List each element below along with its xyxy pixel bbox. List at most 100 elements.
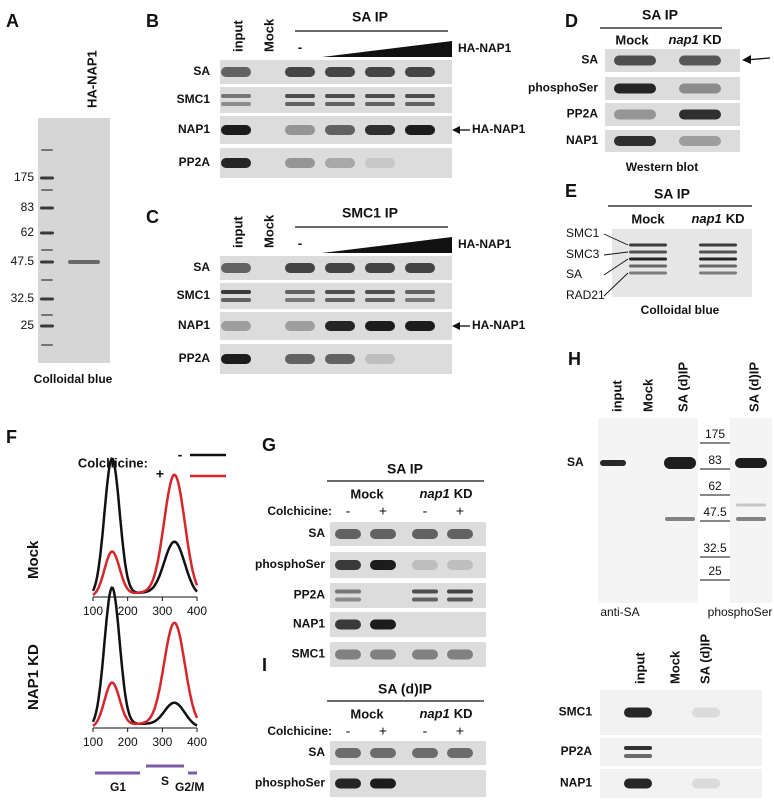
blot-strip <box>605 130 740 152</box>
leader <box>603 251 629 256</box>
panel-letter: B <box>146 11 159 31</box>
marker-label: 47.5 <box>11 254 35 268</box>
band <box>614 109 656 120</box>
kd-suffix: KD <box>703 32 722 47</box>
blot-strip <box>730 418 772 603</box>
band <box>699 271 737 275</box>
band <box>412 748 438 758</box>
band <box>285 158 315 168</box>
marker-band <box>41 314 53 316</box>
leader <box>603 258 629 276</box>
band <box>285 298 315 302</box>
marker-band <box>40 324 54 328</box>
band <box>325 354 355 364</box>
band <box>365 263 395 273</box>
band <box>405 321 435 331</box>
panel-title: SMC1 IP <box>342 205 398 221</box>
lane-label: - <box>298 39 302 54</box>
band <box>365 102 395 106</box>
panel-letter: H <box>568 349 581 369</box>
band <box>285 67 315 77</box>
histogram-curve <box>91 457 198 594</box>
panel-title: SA IP <box>654 186 690 202</box>
band <box>447 748 473 758</box>
phase-label: S <box>161 774 169 788</box>
marker-band <box>40 231 54 235</box>
gel <box>38 118 110 363</box>
sign-label: + <box>456 503 464 519</box>
panel-title: SA IP <box>352 9 388 25</box>
band <box>221 354 251 364</box>
band <box>285 125 315 135</box>
row-label: NAP1 <box>178 318 210 332</box>
treatment-label: Colchicine: <box>267 504 332 518</box>
lane-label: Mock <box>350 706 384 721</box>
marker-label: 32.5 <box>703 541 727 555</box>
kd-gene: nap1 <box>419 486 449 501</box>
marker-band <box>41 344 53 346</box>
band <box>679 83 721 94</box>
legend-label: + <box>156 466 164 482</box>
marker-label: 175 <box>14 170 34 184</box>
leader <box>603 272 629 297</box>
band <box>285 290 315 294</box>
marker-label: 32.5 <box>11 291 35 305</box>
row-label: PP2A <box>567 107 599 121</box>
band <box>664 457 696 469</box>
row-label: PP2A <box>294 588 326 602</box>
histogram-curve <box>92 621 199 727</box>
row-label: PP2A <box>179 351 211 365</box>
panel-title: SA (d)IP <box>378 681 432 697</box>
kd-label: nap1 KD <box>419 486 472 501</box>
leader <box>603 233 629 246</box>
band <box>325 158 355 168</box>
band <box>405 67 435 77</box>
x-tick-label: 100 <box>83 735 103 749</box>
band <box>736 503 766 507</box>
band <box>692 778 720 789</box>
lane-label: Mock <box>615 32 649 47</box>
band <box>325 263 355 273</box>
row-label: NAP1 <box>293 617 325 631</box>
caption: Colloidal blue <box>641 303 720 317</box>
panel-letter: G <box>262 435 276 455</box>
band <box>624 707 652 718</box>
kd-suffix: KD <box>454 706 473 721</box>
band-label: SMC1 <box>566 226 600 240</box>
x-tick-label: 300 <box>152 735 172 749</box>
band <box>447 649 473 660</box>
band <box>325 102 355 106</box>
blot-strip <box>605 103 740 126</box>
row-label: phosphoSer <box>255 557 325 571</box>
blot-strip <box>600 738 762 766</box>
sign-label: - <box>423 503 428 519</box>
band <box>405 125 435 135</box>
band <box>412 597 438 602</box>
lane-label: input <box>230 20 245 52</box>
lane-label: input <box>230 216 245 248</box>
band <box>629 264 667 268</box>
panel-letter: E <box>565 181 577 201</box>
band <box>365 290 395 294</box>
band <box>614 83 656 94</box>
row-label: PP2A <box>179 155 211 169</box>
band <box>412 529 438 539</box>
phase-label: G2/M <box>175 780 204 794</box>
lane-label: Mock <box>667 650 682 684</box>
band <box>405 290 435 294</box>
band <box>665 517 695 521</box>
band <box>221 263 251 273</box>
sign-label: - <box>346 503 351 519</box>
lane-label: HA-NAP1 <box>84 50 99 108</box>
caption: Colloidal blue <box>34 372 113 386</box>
histogram-curve <box>91 586 198 727</box>
band <box>699 250 737 254</box>
blot-strip <box>220 148 452 178</box>
row-label: SMC1 <box>292 647 326 661</box>
row-label: SA <box>308 526 325 540</box>
kd-label: nap1 KD <box>668 32 721 47</box>
marker-label: 62 <box>21 225 35 239</box>
sign-label: + <box>456 723 464 739</box>
blot-strip <box>330 642 486 667</box>
